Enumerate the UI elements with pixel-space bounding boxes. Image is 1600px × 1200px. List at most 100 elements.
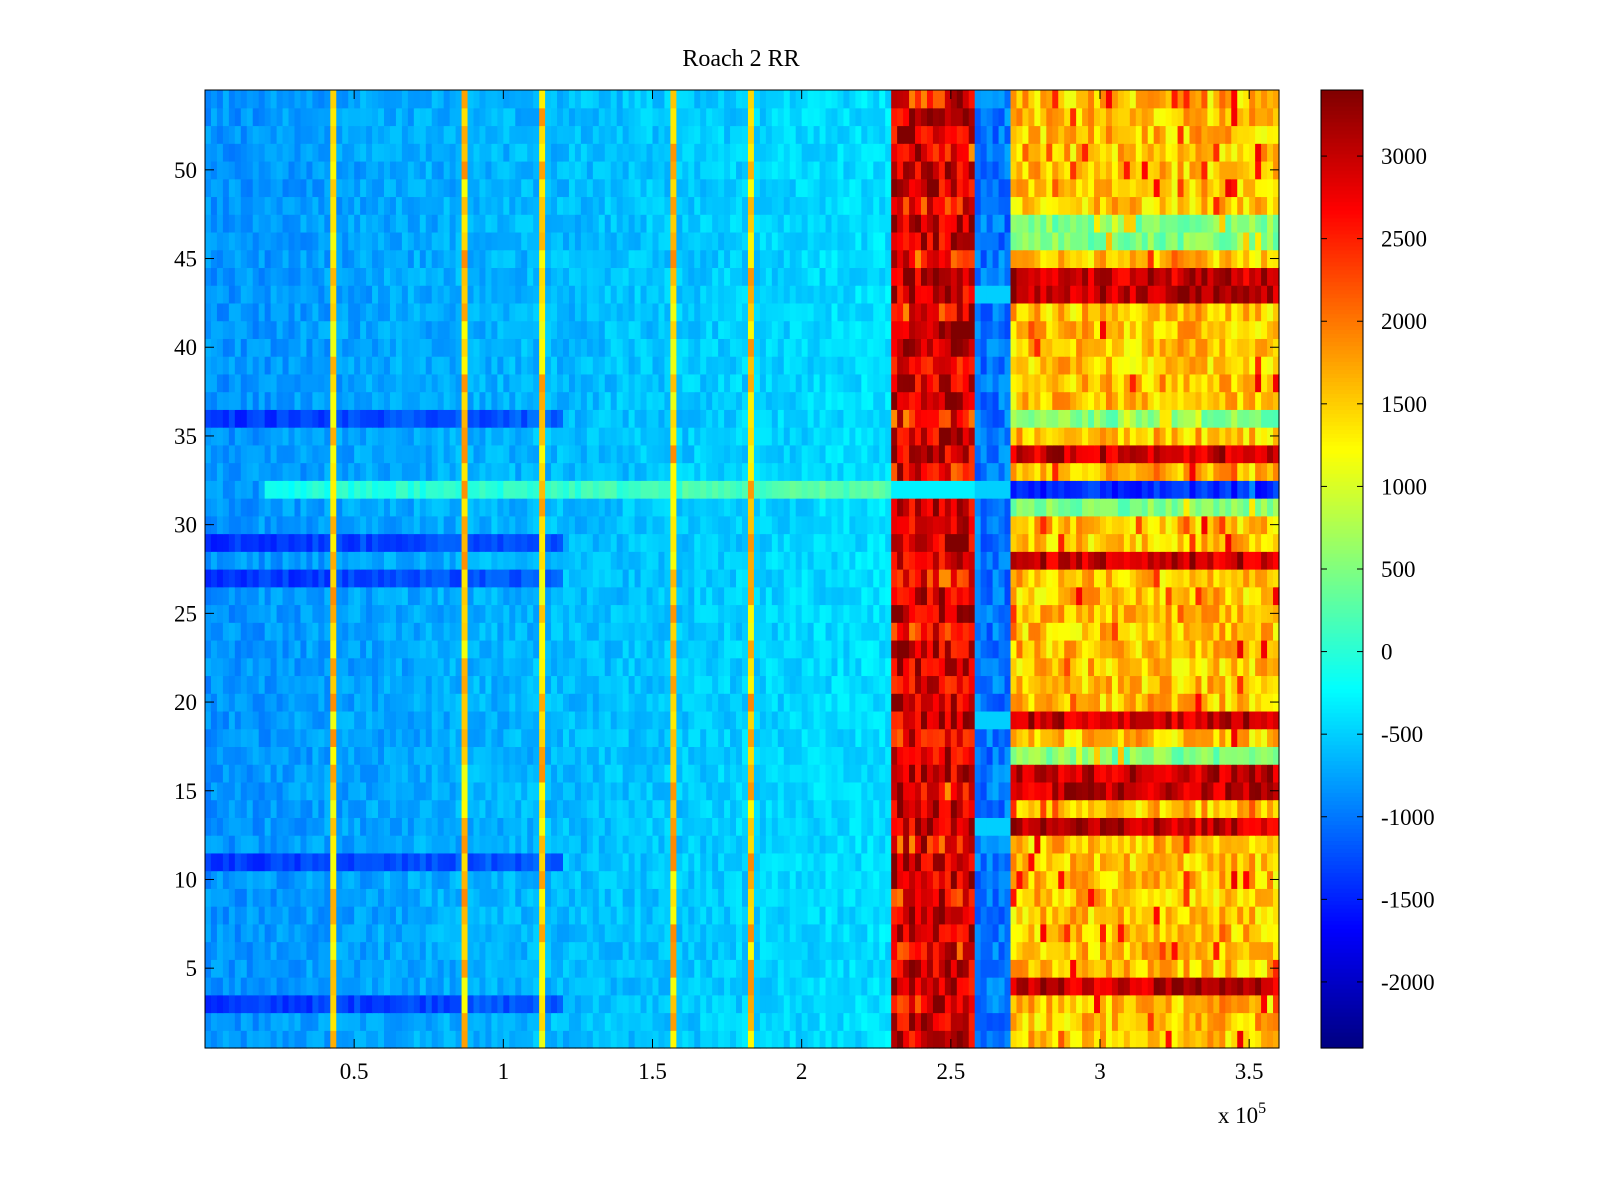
heatmap-cell (676, 923, 683, 943)
heatmap-cell (592, 604, 600, 623)
heatmap-cell (294, 710, 302, 730)
heatmap-cell (795, 728, 803, 748)
heatmap-cell (539, 781, 546, 801)
heatmap-cell (1040, 906, 1047, 925)
heatmap-cell (1088, 728, 1095, 748)
heatmap-cell (1135, 923, 1143, 943)
heatmap-cell (1040, 799, 1047, 818)
heatmap-cell (765, 870, 773, 889)
heatmap-cell (938, 764, 946, 783)
heatmap-cell (1070, 799, 1077, 818)
heatmap-cell (843, 728, 850, 748)
heatmap-cell (1088, 781, 1095, 801)
heatmap-cell (765, 994, 773, 1014)
heatmap-cell (813, 959, 821, 978)
heatmap-cell (986, 835, 994, 854)
heatmap-cell (1177, 693, 1185, 712)
heatmap-cell (616, 799, 624, 818)
heatmap-cell (1261, 994, 1268, 1014)
heatmap-cell (903, 622, 910, 641)
heatmap-cell (1207, 622, 1214, 641)
heatmap-cell (1123, 1012, 1131, 1031)
heatmap-cell (1201, 1012, 1208, 1031)
heatmap-cell (903, 888, 910, 907)
heatmap-cell (228, 835, 236, 854)
heatmap-cell (688, 959, 695, 978)
heatmap-cell (1004, 1012, 1012, 1031)
heatmap-cell (1207, 923, 1214, 943)
heatmap-cell (306, 852, 313, 872)
heatmap-cell (389, 639, 397, 659)
heatmap-cell (1249, 675, 1256, 694)
heatmap-cell (384, 817, 391, 836)
heatmap-cell (736, 888, 743, 907)
heatmap-cell (473, 799, 481, 818)
heatmap-cell (521, 657, 528, 677)
heatmap-cell (1225, 959, 1232, 978)
heatmap-cell (222, 639, 230, 659)
heatmap-cell (1028, 569, 1035, 588)
heatmap-cell (551, 693, 558, 712)
heatmap-cell (318, 959, 325, 978)
heatmap-cell (1231, 1030, 1238, 1049)
heatmap-cell (783, 888, 791, 907)
heatmap-cell (622, 1012, 630, 1031)
heatmap-cell (646, 852, 654, 872)
heatmap-cell (1046, 657, 1053, 677)
heatmap-cell (1111, 977, 1119, 996)
heatmap-cell (205, 799, 212, 818)
heatmap-cell (986, 923, 994, 943)
heatmap-cell (658, 870, 666, 889)
heatmap-cell (1255, 746, 1262, 765)
heatmap-cell (610, 852, 618, 872)
heatmap-cell (777, 1030, 785, 1049)
heatmap-cell (348, 639, 355, 659)
heatmap-cell (1082, 959, 1089, 978)
heatmap-cell (956, 746, 964, 765)
heatmap-cell (670, 817, 677, 836)
heatmap-cell (240, 888, 248, 907)
heatmap-cell (586, 764, 594, 783)
heatmap-cell (724, 586, 731, 606)
heatmap-cell (1028, 835, 1035, 854)
heatmap-cell (861, 586, 868, 606)
heatmap-cell (246, 675, 254, 694)
heatmap-cell (288, 959, 296, 978)
heatmap-cell (849, 569, 856, 588)
heatmap-cell (324, 852, 331, 872)
heatmap-cell (610, 906, 618, 925)
heatmap-cell (372, 888, 379, 907)
heatmap-cell (813, 639, 821, 659)
heatmap-cell (771, 994, 779, 1014)
heatmap-cell (545, 569, 552, 588)
heatmap-cell (336, 781, 343, 801)
heatmap-cell (658, 888, 666, 907)
heatmap-cell (563, 710, 570, 730)
heatmap-cell (1165, 764, 1173, 783)
heatmap-cell (228, 799, 236, 818)
heatmap-cell (1094, 994, 1101, 1014)
heatmap-cell (1165, 994, 1173, 1014)
heatmap-cell (401, 1012, 409, 1031)
heatmap-cell (557, 693, 564, 712)
heatmap-cell (497, 906, 504, 925)
heatmap-cell (336, 870, 343, 889)
heatmap-cell (545, 835, 552, 854)
heatmap-cell (557, 906, 564, 925)
heatmap-cell (336, 941, 343, 960)
heatmap-cell (664, 569, 671, 588)
heatmap-cell (652, 835, 660, 854)
heatmap-cell (515, 870, 522, 889)
heatmap-cell (1070, 923, 1077, 943)
heatmap-cell (401, 622, 409, 641)
heatmap-cell (944, 959, 952, 978)
heatmap-cell (491, 657, 498, 677)
heatmap-cell (222, 941, 230, 960)
heatmap-cell (682, 657, 689, 677)
heatmap-cell (276, 764, 284, 783)
heatmap-cell (921, 923, 928, 943)
heatmap-cell (718, 764, 725, 783)
heatmap-cell (1249, 604, 1256, 623)
heatmap-cell (658, 764, 666, 783)
heatmap-cell (706, 994, 713, 1014)
